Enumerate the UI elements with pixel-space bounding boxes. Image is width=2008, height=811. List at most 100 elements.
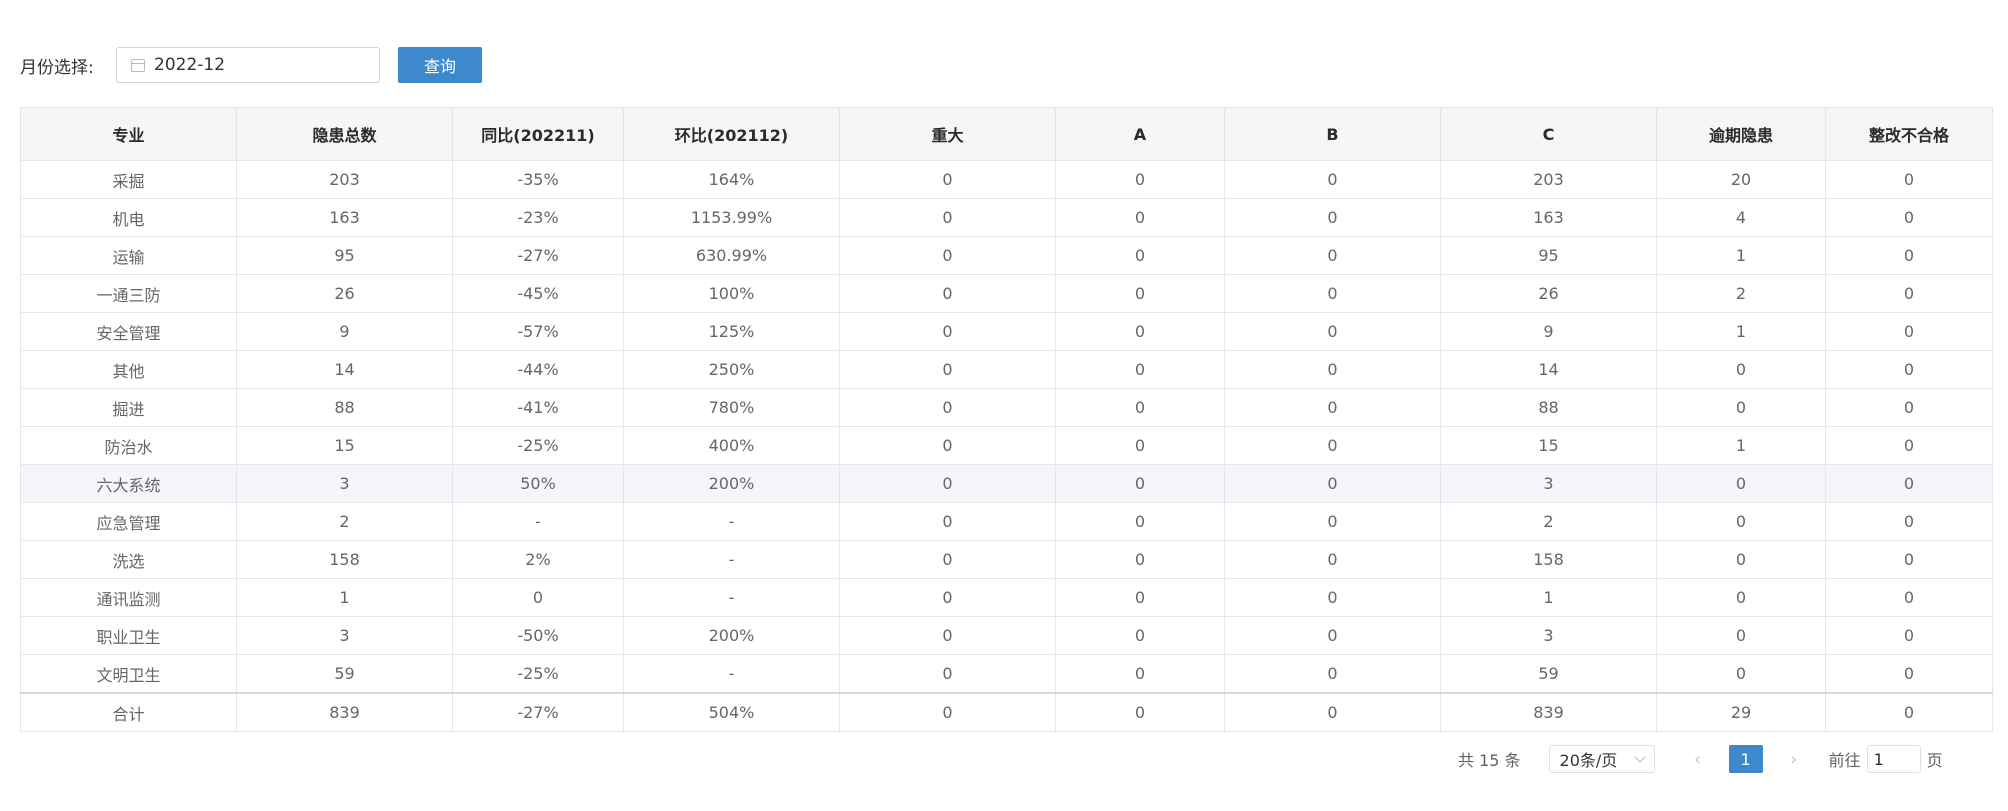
column-header: 专业: [20, 107, 237, 161]
goto-page-value: 1: [1873, 749, 1884, 769]
category-cell: 采掘: [20, 160, 237, 199]
column-header: 整改不合格: [1825, 107, 1993, 161]
table-cell: 0: [1825, 540, 1993, 579]
table-cell: -41%: [452, 388, 624, 427]
table-cell: -: [623, 502, 840, 541]
table-cell: 200%: [623, 464, 840, 503]
query-button[interactable]: 查询: [398, 47, 482, 83]
table-cell: 203: [1440, 160, 1657, 199]
table-cell: -: [623, 654, 840, 694]
table-cell: 0: [1224, 654, 1441, 694]
table-cell: 0: [1055, 198, 1225, 237]
table-cell: -45%: [452, 274, 624, 313]
table-cell: 780%: [623, 388, 840, 427]
table-cell: 1: [1656, 426, 1826, 465]
table-cell: 0: [839, 654, 1056, 694]
table-cell: 0: [1055, 540, 1225, 579]
table-cell: 14: [236, 350, 453, 389]
goto-label: 前往: [1828, 751, 1861, 770]
table-cell: 0: [839, 540, 1056, 579]
table-cell: 1: [1440, 578, 1657, 617]
table-cell: 0: [1825, 654, 1993, 694]
table-row: 通讯监测 1 0-0 0 0 1 0 0: [20, 578, 1993, 617]
month-filter-label: 月份选择:: [20, 57, 94, 78]
table-cell: 0: [839, 312, 1056, 351]
table-cell: 163: [1440, 198, 1657, 237]
table-cell: 0: [1656, 616, 1826, 655]
table-header: 专业 隐患总数 同比(202211) 环比(202112) 重大 A B C 逾期隐患 整改不合格: [20, 107, 1993, 161]
page-size-value: 20条/页: [1559, 751, 1618, 770]
table-cell: 0: [1055, 426, 1225, 465]
column-header: 环比(202112): [623, 107, 840, 161]
column-header: 隐患总数: [236, 107, 453, 161]
category-cell: 合计: [20, 692, 237, 732]
table-cell: 0: [1224, 616, 1441, 655]
table-cell: 0: [1656, 502, 1826, 541]
month-picker[interactable]: 2022-12: [116, 47, 380, 83]
table-cell: 0: [1224, 312, 1441, 351]
table-cell: 0: [1055, 692, 1225, 732]
category-cell: 洗选: [20, 540, 237, 579]
table-cell: 0: [1055, 464, 1225, 503]
category-cell: 防治水: [20, 426, 237, 465]
table-cell: -25%: [452, 654, 624, 694]
table-cell: 0: [1055, 388, 1225, 427]
table-cell: 0: [1825, 692, 1993, 732]
table-cell: 125%: [623, 312, 840, 351]
table-row: 采掘 203 -35% 164% 0 0 0 203 20 0: [20, 160, 1993, 199]
table-cell: 0: [1224, 388, 1441, 427]
table-cell: 9: [236, 312, 453, 351]
table-cell: 0: [1656, 578, 1826, 617]
category-cell: 应急管理: [20, 502, 237, 541]
goto-page-input[interactable]: 1: [1866, 745, 1921, 773]
chevron-down-icon: [1633, 751, 1646, 763]
table-cell: 59: [1440, 654, 1657, 694]
month-picker-value: 2022-12: [154, 55, 226, 75]
table-cell: 0: [1224, 502, 1441, 541]
table-cell: 200%: [623, 616, 840, 655]
category-cell: 六大系统: [20, 464, 237, 503]
table-cell: 0: [1224, 692, 1441, 732]
page-size-select[interactable]: 20条/页: [1548, 745, 1655, 773]
table-cell: 0: [1656, 654, 1826, 694]
chevron-right-icon[interactable]: ›: [1789, 748, 1798, 770]
table-cell: 0: [1656, 464, 1826, 503]
table-cell: 3: [236, 616, 453, 655]
table-cell: 26: [236, 274, 453, 313]
table-cell: 0: [1224, 426, 1441, 465]
table-cell: 0: [1055, 350, 1225, 389]
table-body: 采掘 203 -35% 164% 0 0 0 203 20 0 机电 163 -23% 1153.99% 0…: [20, 160, 1993, 732]
table-cell: 0: [1055, 160, 1225, 199]
table-row: 应急管理 2- -0 0 0 2 0 0: [20, 502, 1993, 541]
table-cell: 0: [839, 464, 1056, 503]
table-cell: -23%: [452, 198, 624, 237]
table-cell: 504%: [623, 692, 840, 732]
table-row: 文明卫生 59 -25% -0 0 0 59 0 0: [20, 654, 1993, 694]
table-cell: 0: [1055, 502, 1225, 541]
table-cell: 0: [839, 160, 1056, 199]
table-cell: 164%: [623, 160, 840, 199]
hazard-stats-table: 专业 隐患总数 同比(202211) 环比(202112) 重大 A B C 逾期隐患 整改不合格…: [20, 107, 1993, 732]
table-cell: -: [623, 578, 840, 617]
page-button-current[interactable]: 1: [1728, 745, 1763, 773]
table-row: 机电 163 -23% 1153.99% 0 0 0 163 4 0: [20, 198, 1993, 237]
chevron-left-icon[interactable]: ‹: [1693, 748, 1702, 770]
table-cell: 0: [1656, 350, 1826, 389]
table-cell: 158: [1440, 540, 1657, 579]
table-cell: 2: [1656, 274, 1826, 313]
table-cell: 163: [236, 198, 453, 237]
table-cell: 50%: [452, 464, 624, 503]
table-cell: -27%: [452, 692, 624, 732]
table-cell: 0: [839, 274, 1056, 313]
table-cell: 0: [1055, 616, 1225, 655]
table-cell: 0: [839, 426, 1056, 465]
table-cell: 0: [1224, 236, 1441, 275]
table-row: 职业卫生 3 -50% 200% 0 0 0 3 0 0: [20, 616, 1993, 655]
table-cell: -50%: [452, 616, 624, 655]
table-cell: 0: [839, 388, 1056, 427]
category-cell: 职业卫生: [20, 616, 237, 655]
table-cell: 14: [1440, 350, 1657, 389]
table-row: 运输 95 -27% 630.99% 0 0 0 95 1 0: [20, 236, 1993, 275]
total-row: 合计 839 -27% 504% 0 0 0 839 29 0: [20, 692, 1993, 732]
table-cell: 1153.99%: [623, 198, 840, 237]
